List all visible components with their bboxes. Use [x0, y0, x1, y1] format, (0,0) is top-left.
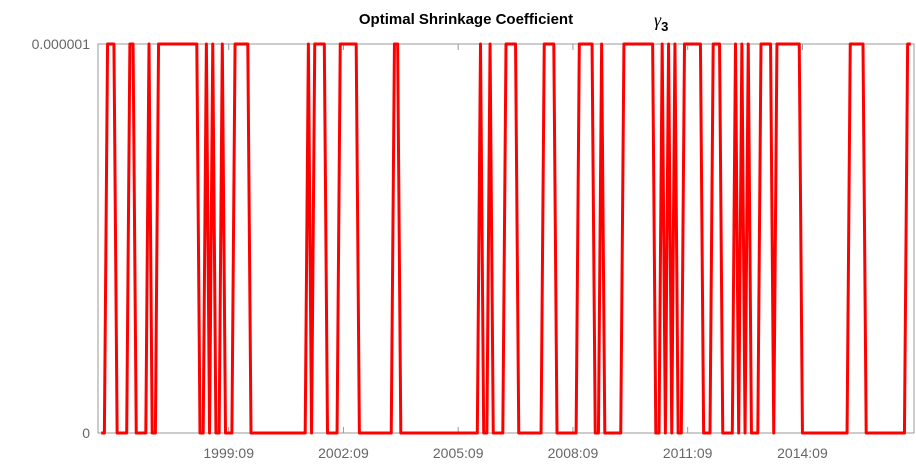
symbol: γ — [654, 10, 662, 30]
y-tick-label: 0.000001 — [32, 36, 91, 52]
x-tick-label: 2002:09 — [318, 445, 369, 461]
x-tick-label: 2014:09 — [777, 445, 828, 461]
title-symbol: γ3 — [654, 10, 668, 34]
x-tick-label: 2005:09 — [433, 445, 484, 461]
series-line — [101, 42, 911, 435]
x-tick-label: 1999:09 — [203, 445, 254, 461]
chart-title: Optimal Shrinkage Coefficient — [359, 11, 573, 28]
y-tick-label: 0 — [82, 425, 90, 441]
subscript: 3 — [661, 19, 668, 34]
x-tick-label: 2008:09 — [548, 445, 599, 461]
x-tick-label: 2011:09 — [663, 445, 713, 461]
